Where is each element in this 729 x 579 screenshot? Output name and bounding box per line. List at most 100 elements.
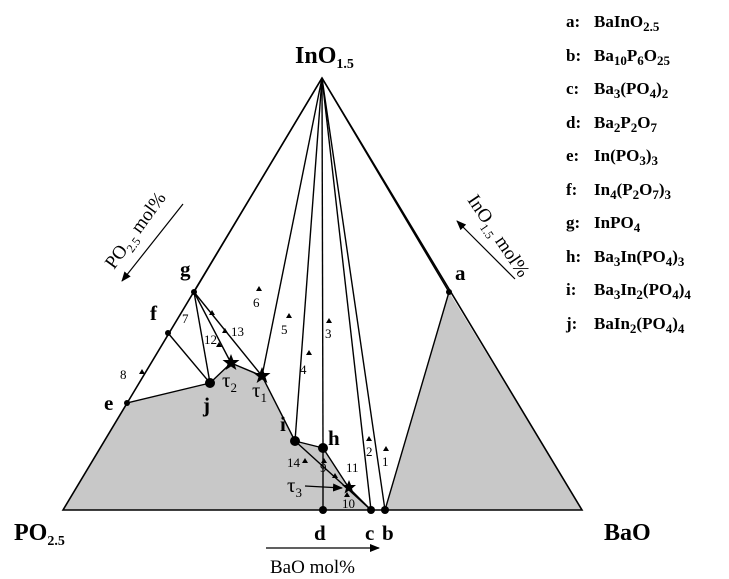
- formula-subscript: 2.5: [643, 19, 660, 34]
- formula-subscript: 3: [613, 287, 621, 302]
- left-axis-arrow: [121, 203, 184, 282]
- point-label-f: f: [150, 301, 158, 325]
- tau1-star: [253, 367, 271, 383]
- formula-subscript: 7: [650, 119, 657, 135]
- legend-row: f: In4(P2O7)3: [566, 176, 726, 210]
- formula-text: Ba: [594, 112, 614, 132]
- legend-row: a: BaInO2.5: [566, 8, 726, 42]
- legend-formula: Ba10P6O25: [594, 45, 670, 68]
- region-label-12: 12: [204, 332, 217, 347]
- point-label-g: g: [180, 257, 191, 281]
- tau3-label: τ3: [287, 473, 302, 500]
- region-label-5: 5: [281, 322, 288, 337]
- formula-text: ): [678, 280, 685, 299]
- formula-text: Ba: [594, 280, 614, 299]
- legend-row: g: InPO4: [566, 209, 726, 243]
- formula-subscript: 2: [661, 86, 669, 101]
- formula-text: In(PO: [594, 146, 640, 165]
- point-c-dot: [367, 506, 375, 514]
- formula-subscript: 4: [633, 220, 641, 235]
- legend-row: i: Ba3In2(PO4)4: [566, 276, 726, 310]
- tie-lines: [126, 77, 450, 511]
- formula-subscript: 10: [613, 52, 627, 68]
- tau2-star: [222, 354, 240, 370]
- formula-subscript: 4: [665, 320, 673, 336]
- formula-text: In(PO: [620, 246, 666, 266]
- formula-text: ): [656, 79, 662, 98]
- formula-text: In: [620, 280, 637, 299]
- phase-points: [124, 289, 452, 514]
- legend-row: j: BaIn2(PO4)4: [566, 310, 726, 344]
- region-label-8: 8: [120, 367, 127, 382]
- formula-text: O: [643, 45, 657, 65]
- point-f-dot: [165, 330, 171, 336]
- formula-subscript: 7: [652, 186, 659, 202]
- tau2-label: τ2: [222, 368, 237, 395]
- formula-text: ): [658, 179, 665, 199]
- legend-formula: Ba3In(PO4)3: [594, 246, 685, 269]
- point-a-dot: [446, 289, 452, 295]
- region-label-4: 4: [300, 362, 307, 377]
- formula-subscript: 3: [664, 186, 672, 202]
- formula-text: ): [672, 313, 678, 333]
- point-label-a: a: [455, 261, 466, 285]
- formula-subscript: 2: [613, 119, 621, 135]
- point-label-h: h: [328, 426, 340, 450]
- point-label-i: i: [280, 412, 286, 436]
- formula-subscript: 2: [636, 287, 643, 302]
- legend-key: e:: [566, 146, 580, 165]
- region-markers: [139, 286, 389, 497]
- formula-text: Ba: [594, 45, 614, 65]
- formula-text: O: [637, 112, 651, 132]
- point-label-j: j: [202, 393, 210, 417]
- region-label-6: 6: [253, 295, 260, 310]
- legend-key: f:: [566, 179, 578, 199]
- formula-text: BaIn: [594, 313, 630, 333]
- right-axis-arrow: [456, 220, 516, 280]
- formula-subscript: 2: [632, 186, 640, 202]
- formula-text: (P: [616, 179, 633, 199]
- legend-key: a:: [566, 12, 581, 31]
- legend-row: c: Ba3(PO4)2: [566, 75, 726, 109]
- formula-text: Ba: [594, 246, 614, 266]
- formula-subscript: 3: [613, 86, 621, 101]
- point-label-b: b: [382, 521, 394, 545]
- legend-key: j:: [566, 313, 578, 333]
- formula-subscript: 3: [613, 253, 621, 269]
- legend-row: e: In(PO3)3: [566, 142, 726, 176]
- formula-subscript: 3: [677, 253, 685, 269]
- corner-label-top: InO1.5: [295, 43, 354, 72]
- bottom-axis-label: BaO mol%: [270, 557, 355, 578]
- region-label-3: 3: [325, 326, 332, 341]
- legend-formula: InPO4: [594, 213, 641, 235]
- point-h-dot: [318, 443, 328, 453]
- shaded-region-right: [385, 292, 582, 510]
- point-label-c: c: [365, 521, 374, 545]
- formula-subscript: 6: [637, 52, 644, 68]
- region-label-11: 11: [346, 460, 359, 475]
- legend-row: d: Ba2P2O7: [566, 109, 726, 143]
- legend-row: b: Ba10P6O25: [566, 42, 726, 76]
- corner-label-right: BaO: [604, 520, 651, 546]
- formula-text: (PO: [642, 280, 673, 299]
- tau-stars: [222, 354, 356, 494]
- point-label-d: d: [314, 521, 326, 545]
- point-j-dot: [205, 378, 215, 388]
- formula-text: P: [626, 45, 638, 65]
- legend-key: h:: [566, 246, 582, 266]
- point-i-dot: [290, 436, 300, 446]
- compound-legend: a: BaInO2.5 b: Ba10P6O25 c: Ba3(PO4)2 d: Ba2…: [566, 8, 726, 343]
- legend-key: d:: [566, 112, 582, 132]
- legend-formula: In(PO3)3: [594, 146, 658, 168]
- corner-label-left: PO2.5: [14, 520, 65, 549]
- formula-text: O: [639, 179, 653, 199]
- point-e-dot: [124, 400, 130, 406]
- formula-subscript: 3: [639, 153, 646, 168]
- tau3-star: [342, 480, 356, 494]
- shaded-region-left: [63, 363, 371, 510]
- formula-text: In: [594, 179, 611, 199]
- legend-key: b:: [566, 45, 582, 65]
- tau1-label: τ1: [252, 378, 267, 405]
- right-axis-label: InO1.5 mol%: [460, 191, 533, 283]
